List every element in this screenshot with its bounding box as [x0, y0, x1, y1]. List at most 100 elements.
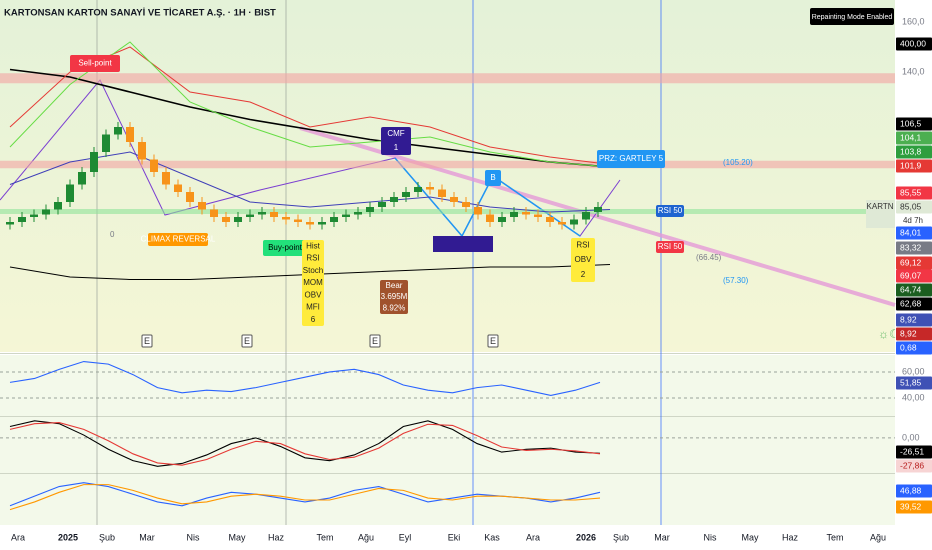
x-tick-label: Haz — [268, 532, 285, 542]
price-badge — [896, 117, 932, 131]
price-badge-label: 39,52 — [900, 501, 922, 511]
y-tick-label: 0,00 — [902, 432, 920, 442]
annotation-text: OBV — [575, 255, 593, 264]
annotation-text: 2 — [581, 270, 586, 279]
earnings-marker — [141, 334, 153, 348]
price-badge — [896, 145, 932, 159]
x-tick-label: Şub — [99, 532, 115, 542]
price-badge — [896, 283, 932, 297]
x-tick-label: Tem — [316, 532, 333, 542]
price-badge — [896, 131, 932, 145]
price-badge-label: 0,68 — [900, 342, 917, 352]
candle-body — [426, 187, 434, 190]
x-tick-label: Mar — [654, 532, 670, 542]
chart-title: KARTONSAN KARTON SANAYİ VE TİCARET A.Ş. … — [4, 8, 276, 19]
annotation-text: RSI — [576, 240, 589, 249]
annotation-text: RSI — [306, 254, 319, 263]
price-badge-label: 84,01 — [900, 227, 922, 237]
candle-body — [306, 222, 314, 225]
x-tick-label: Kas — [484, 532, 500, 542]
x-tick-label: Nis — [187, 532, 200, 542]
price-badge — [896, 376, 932, 390]
annotation-box — [571, 238, 595, 282]
price-badge — [896, 500, 932, 514]
y-tick-label: 160,0 — [902, 16, 925, 26]
weather-icon: ☼☾ — [878, 327, 900, 341]
price-badge — [896, 241, 932, 255]
annotation-text: MOM — [303, 278, 323, 287]
candle-body — [66, 184, 74, 202]
annotation-text: RSI 50 — [658, 206, 683, 215]
price-badge-label: 400,00 — [900, 38, 926, 48]
x-tick-label: Ara — [526, 532, 540, 542]
annotation-text: 0 — [110, 230, 115, 239]
price-badge-label: 62,68 — [900, 298, 922, 308]
candle-body — [474, 207, 482, 215]
x-tick-label: Nis — [704, 532, 717, 542]
earnings-marker — [369, 334, 381, 348]
candle-body — [510, 212, 518, 217]
annotation-text: Buy-point — [268, 243, 303, 252]
annotation-box — [485, 170, 501, 186]
moving-average — [9, 151, 611, 213]
price-badge — [896, 459, 932, 473]
annotation-box — [302, 240, 324, 326]
candle-body — [366, 207, 374, 212]
price-badge — [896, 256, 932, 270]
price-badge-label: 69,07 — [900, 270, 922, 280]
x-tick-label: 2026 — [576, 532, 596, 542]
candle-body — [438, 189, 446, 197]
annotation-text: 8.92% — [383, 303, 406, 312]
candle-body — [138, 142, 146, 160]
annotation-box — [70, 55, 120, 72]
price-badge — [896, 226, 932, 240]
earnings-label: E — [144, 336, 150, 346]
annotation-box — [263, 240, 307, 256]
annotation-text: RSI 50 — [658, 242, 683, 251]
candle-body — [378, 202, 386, 207]
annotation-text: Bear — [386, 281, 403, 290]
mode-badge-text: Repainting Mode Enabled — [812, 14, 893, 21]
pattern-box — [433, 236, 493, 252]
candle-body — [462, 202, 470, 207]
annotation-text: 1 — [394, 143, 399, 152]
candle-body — [594, 207, 602, 212]
price-badge-label: 104,1 — [900, 132, 922, 142]
candle-body — [318, 222, 326, 225]
y-tick-label: 60,00 — [902, 366, 925, 376]
candle-body — [114, 127, 122, 135]
symbol-tag — [866, 200, 895, 228]
annotation-text: (66.45) — [696, 253, 722, 262]
annotation-text: MFI — [306, 303, 320, 312]
mode-badge — [810, 8, 894, 25]
annotation-text: CMF — [387, 129, 404, 138]
candle-body — [294, 219, 302, 222]
x-tick-label: Eyl — [399, 532, 412, 542]
x-tick-label: Eki — [448, 532, 461, 542]
price-badge — [896, 159, 932, 173]
price-badge — [896, 484, 932, 498]
earnings-label: E — [490, 336, 496, 346]
candle-body — [258, 212, 266, 215]
annotation-text: CLIMAX REVERSAL — [141, 235, 216, 244]
candle-body — [450, 197, 458, 202]
candle-body — [78, 172, 86, 185]
price-badge-label: -26,51 — [900, 446, 924, 456]
indicator-line — [9, 421, 601, 466]
price-badge — [896, 297, 932, 311]
annotation-box — [380, 280, 408, 314]
price-badge-label: 103,8 — [900, 146, 922, 156]
candle-body — [162, 172, 170, 185]
x-tick-label: Ara — [11, 532, 25, 542]
price-badge — [896, 186, 932, 200]
price-zone — [0, 73, 895, 84]
candle-body — [210, 209, 218, 217]
candle-body — [222, 217, 230, 222]
x-tick-label: 2025 — [58, 532, 78, 542]
price-badge-label: 85,05 — [900, 201, 922, 211]
candle-body — [90, 152, 98, 172]
candle-body — [486, 214, 494, 222]
price-zone — [0, 160, 895, 169]
candle-body — [534, 214, 542, 217]
